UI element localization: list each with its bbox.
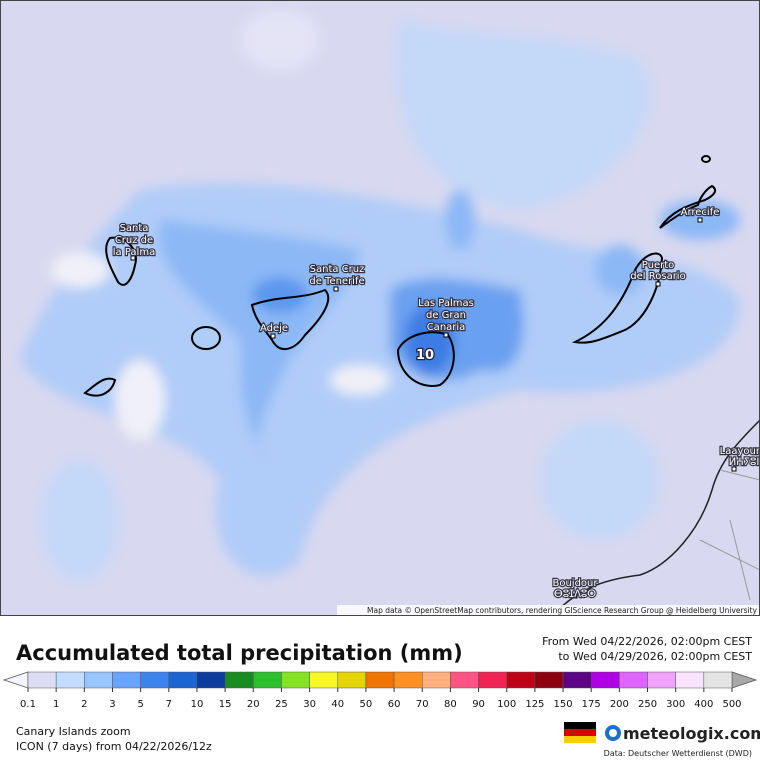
colorbar-tick-label: 60 [388,699,401,710]
period-from: From Wed 04/22/2026, 02:00pm CEST [542,635,752,648]
color-cell [619,671,648,689]
colorbar-tick-label: 125 [525,699,544,710]
color-cell [168,671,198,689]
color-cell [590,671,620,689]
colorbar-arrow-high [731,671,758,689]
colorbar-tick-label: 50 [360,699,373,710]
color-cell [140,671,170,689]
roads [699,469,759,601]
city-label: Santa Cruz [310,264,365,275]
city-label: Santa [120,223,149,234]
precip-field [20,10,740,580]
flag [564,722,596,743]
colorbar-tick-label: 1 [53,699,59,710]
city-label: Boujdour [552,578,598,589]
colorbar-tick-label: 100 [497,699,516,710]
colorbar-tick-label: 300 [666,699,685,710]
model: ICON (7 days) from 04/22/2026/12z [16,740,212,753]
city-label: Adeje [260,323,288,334]
attribution-bg [337,605,759,615]
colorbar-tick-label: 200 [610,699,629,710]
contour-label: 10 [416,348,434,363]
colorbar-tick-label: 175 [582,699,601,710]
color-cell [337,671,367,689]
island [571,252,664,344]
colorbar-tick-label: 90 [472,699,485,710]
city-label: Cruz de [115,235,153,246]
colorbar: 0.1 1 2 3 5 7 10 15 20 25 30 40 50 60 70 80 90 100 125 150 1… [2,671,758,710]
color-cell [534,671,564,689]
colorbar-tick-label: 500 [722,699,741,710]
colorbar-tick-label: 15 [219,699,232,710]
colorbar-tick-label: 20 [247,699,260,710]
color-cell [647,671,676,689]
color-cell [55,671,85,689]
island [659,184,717,229]
color-cell [309,671,339,689]
color-cell [393,671,423,689]
colorbar-tick-label: 25 [275,699,288,710]
island [396,331,455,387]
legend-title: Accumulated total precipitation (mm) [16,641,463,665]
color-cell [675,671,705,689]
city-label: ⴱⵓⵊⴷⵓⵔ [554,589,596,600]
colorbar-tick-label: 3 [109,699,115,710]
city-label: Puerto [642,260,675,271]
colorbar-tick-label: 2 [81,699,87,710]
color-cell [478,671,507,689]
city-label: la Palma [113,247,155,258]
color-cell [450,671,479,689]
city-label: Las Palmas [418,298,474,309]
color-cell [84,671,113,689]
color-cell [421,671,451,689]
colorbar-tick-label: 30 [303,699,316,710]
colorbar-tick-label: 5 [137,699,143,710]
color-cell [281,671,310,689]
city-label: Arrecife [681,207,720,218]
colorbar-tick-label: 80 [444,699,457,710]
colorbar-tick-label: 0.1 [20,699,36,710]
city-label: Laayoune [720,446,760,457]
colorbar-tick-label: 400 [694,699,713,710]
color-cell [562,671,592,689]
city-label: de Tenerife [309,276,364,287]
color-cell [112,671,141,689]
colorbar-tick-label: 7 [166,699,172,710]
data-source: Data: Deutscher Wetterdienst (DWD) [604,749,752,758]
map: Santa Cruz de la Palma Santa Cruz de Ten… [1,1,760,615]
attribution: Map data © OpenStreetMap contributors, r… [367,606,758,615]
colorbar-tick-label: 150 [553,699,572,710]
island [250,288,330,350]
city-label: de Gran [426,310,466,321]
island [191,326,221,350]
color-cell [27,671,57,689]
color-cell [365,671,395,689]
color-cell [224,671,254,689]
colorbar-tick-label: 250 [638,699,657,710]
city-label: del Rosario [630,271,685,282]
colorbar-tick-label: 10 [191,699,204,710]
colorbar-tick-label: 70 [416,699,429,710]
region: Canary Islands zoom [16,725,131,738]
city-labels: Santa Cruz de la Palma Santa Cruz de Ten… [112,206,760,601]
brand-logo-inner [609,729,617,737]
city-label: ⵍⵄⵢⵓⵏ [729,457,760,468]
color-cell [703,671,733,689]
city-markers [130,217,737,599]
island [83,377,117,397]
island [701,155,711,163]
city-label: Canaria [427,322,466,333]
color-cell [196,671,226,689]
coastline [559,419,759,609]
color-cell [506,671,536,689]
period-to: to Wed 04/29/2026, 02:00pm CEST [558,650,752,663]
island [105,236,137,286]
colorbar-arrow-low [2,671,29,689]
colorbar-tick-label: 40 [331,699,344,710]
color-cell [253,671,282,689]
brand[interactable]: meteologix.com [623,724,760,743]
